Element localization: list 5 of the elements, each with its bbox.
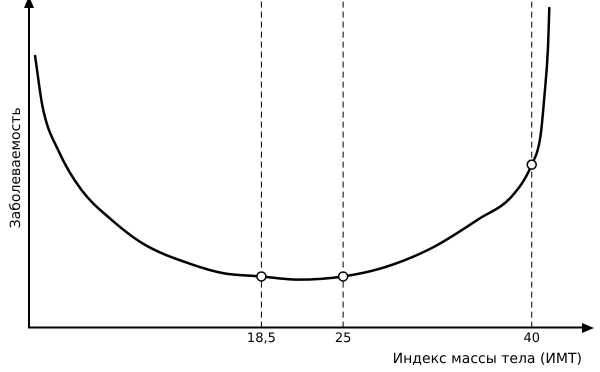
x-tick-label: 25 (334, 330, 352, 346)
x-tick-label: 18,5 (246, 330, 276, 346)
y-axis-title: Заболеваемость (8, 107, 24, 228)
x-tick-label: 40 (523, 330, 540, 346)
x-axis-title: Индекс массы тела (ИМТ) (392, 351, 582, 368)
